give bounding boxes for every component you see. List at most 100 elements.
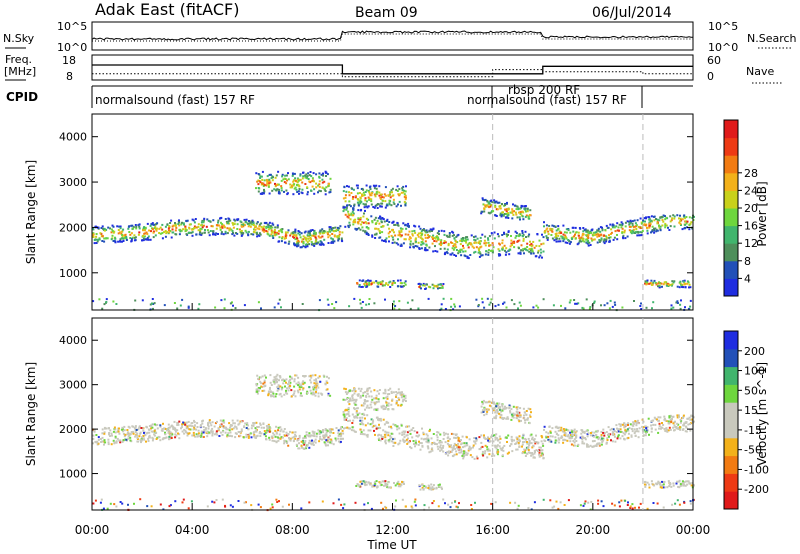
scatter-point: [392, 391, 395, 394]
scatter-point: [280, 189, 283, 192]
scatter-point: [603, 239, 606, 242]
scatter-point: [226, 434, 229, 437]
scatter-point: [532, 456, 535, 459]
scatter-point: [382, 225, 385, 228]
scatter-point: [427, 447, 430, 450]
scatter-point: [417, 235, 420, 238]
scatter-point: [304, 176, 307, 179]
scatter-point: [636, 219, 639, 222]
scatter-point: [437, 448, 440, 451]
scatter-point: [321, 438, 323, 441]
scatter-point: [319, 240, 322, 243]
scatter-point: [344, 196, 347, 199]
scatter-point: [310, 376, 313, 379]
scatter-point: [384, 389, 387, 392]
scatter-point: [505, 210, 508, 213]
scatter-point: [293, 392, 296, 395]
scatter-point: [350, 429, 353, 432]
scatter-point: [429, 428, 431, 431]
scatter-point: [484, 198, 487, 201]
scatter-point: [659, 229, 662, 232]
scatter-point: [680, 420, 683, 422]
scatter-point: [596, 442, 599, 445]
scatter-point: [269, 427, 272, 430]
scatter-point: [586, 444, 589, 446]
scatter-point: [569, 431, 572, 434]
ground-scatter-point: [353, 297, 356, 300]
scatter-point: [161, 438, 164, 441]
scatter-point: [617, 435, 620, 438]
scatter-point: [388, 230, 391, 233]
scatter-point: [513, 204, 516, 207]
scatter-point: [308, 243, 311, 246]
scatter-point: [502, 449, 505, 452]
scatter-point: [98, 238, 101, 241]
scatter-point: [529, 240, 531, 243]
scatter-point: [169, 431, 172, 434]
scatter-point: [201, 420, 204, 423]
scatter-point: [240, 224, 243, 227]
scatter-point: [384, 480, 387, 483]
scatter-point: [357, 227, 360, 230]
scatter-point: [509, 245, 512, 248]
ground-scatter-point: [234, 307, 237, 310]
scatter-point: [468, 242, 471, 244]
scatter-point: [302, 439, 304, 442]
scatter-point: [324, 433, 327, 436]
scatter-point: [495, 433, 498, 436]
scatter-point: [350, 213, 353, 216]
scatter-point: [103, 229, 106, 232]
scatter-point: [365, 226, 368, 229]
scatter-point: [291, 377, 293, 380]
scatter-point: [623, 433, 626, 436]
scatter-point: [348, 214, 351, 217]
scatter-point: [678, 286, 681, 289]
ground-scatter-point: [676, 302, 679, 304]
scatter-point: [492, 246, 495, 249]
scatter-point: [563, 438, 566, 441]
scatter-point: [120, 237, 123, 240]
scatter-point: [401, 189, 404, 191]
scatter-point: [280, 436, 283, 439]
scatter-point: [526, 210, 529, 213]
scatter-point: [637, 430, 640, 433]
scatter-point: [436, 436, 439, 439]
scatter-point: [374, 403, 377, 406]
scatter-point: [164, 428, 167, 430]
scatter-point: [359, 433, 362, 435]
scatter-point: [689, 423, 691, 425]
scatter-point: [485, 250, 488, 253]
scatter-point: [370, 203, 373, 206]
scatter-point: [191, 234, 194, 237]
scatter-point: [424, 288, 427, 290]
scatter-point: [465, 241, 468, 244]
scatter-point: [427, 236, 430, 239]
scatter-point: [210, 225, 213, 228]
scatter-point: [612, 238, 615, 241]
scatter-point: [679, 280, 682, 283]
scatter-point: [255, 384, 258, 387]
scatter-point: [623, 231, 626, 234]
scatter-point: [142, 437, 145, 440]
scatter-point: [253, 433, 256, 436]
scatter-point: [287, 433, 290, 436]
ground-scatter-point: [574, 302, 577, 305]
scatter-point: [104, 427, 106, 430]
scatter-point: [673, 429, 676, 432]
scatter-point: [481, 409, 484, 412]
velocity-scatter: [92, 373, 695, 512]
scatter-point: [380, 202, 383, 205]
scatter-point: [350, 212, 353, 215]
scatter-point: [301, 188, 304, 191]
scatter-point: [114, 435, 117, 438]
scatter-point: [460, 237, 463, 240]
scatter-point: [667, 480, 670, 483]
scatter-point: [266, 182, 269, 185]
scatter-point: [397, 285, 399, 288]
scatter-point: [222, 233, 225, 236]
scatter-point: [679, 217, 682, 220]
scatter-point: [275, 381, 278, 384]
scatter-point: [488, 437, 491, 440]
scatter-point: [311, 393, 314, 396]
scatter-point: [424, 236, 427, 239]
